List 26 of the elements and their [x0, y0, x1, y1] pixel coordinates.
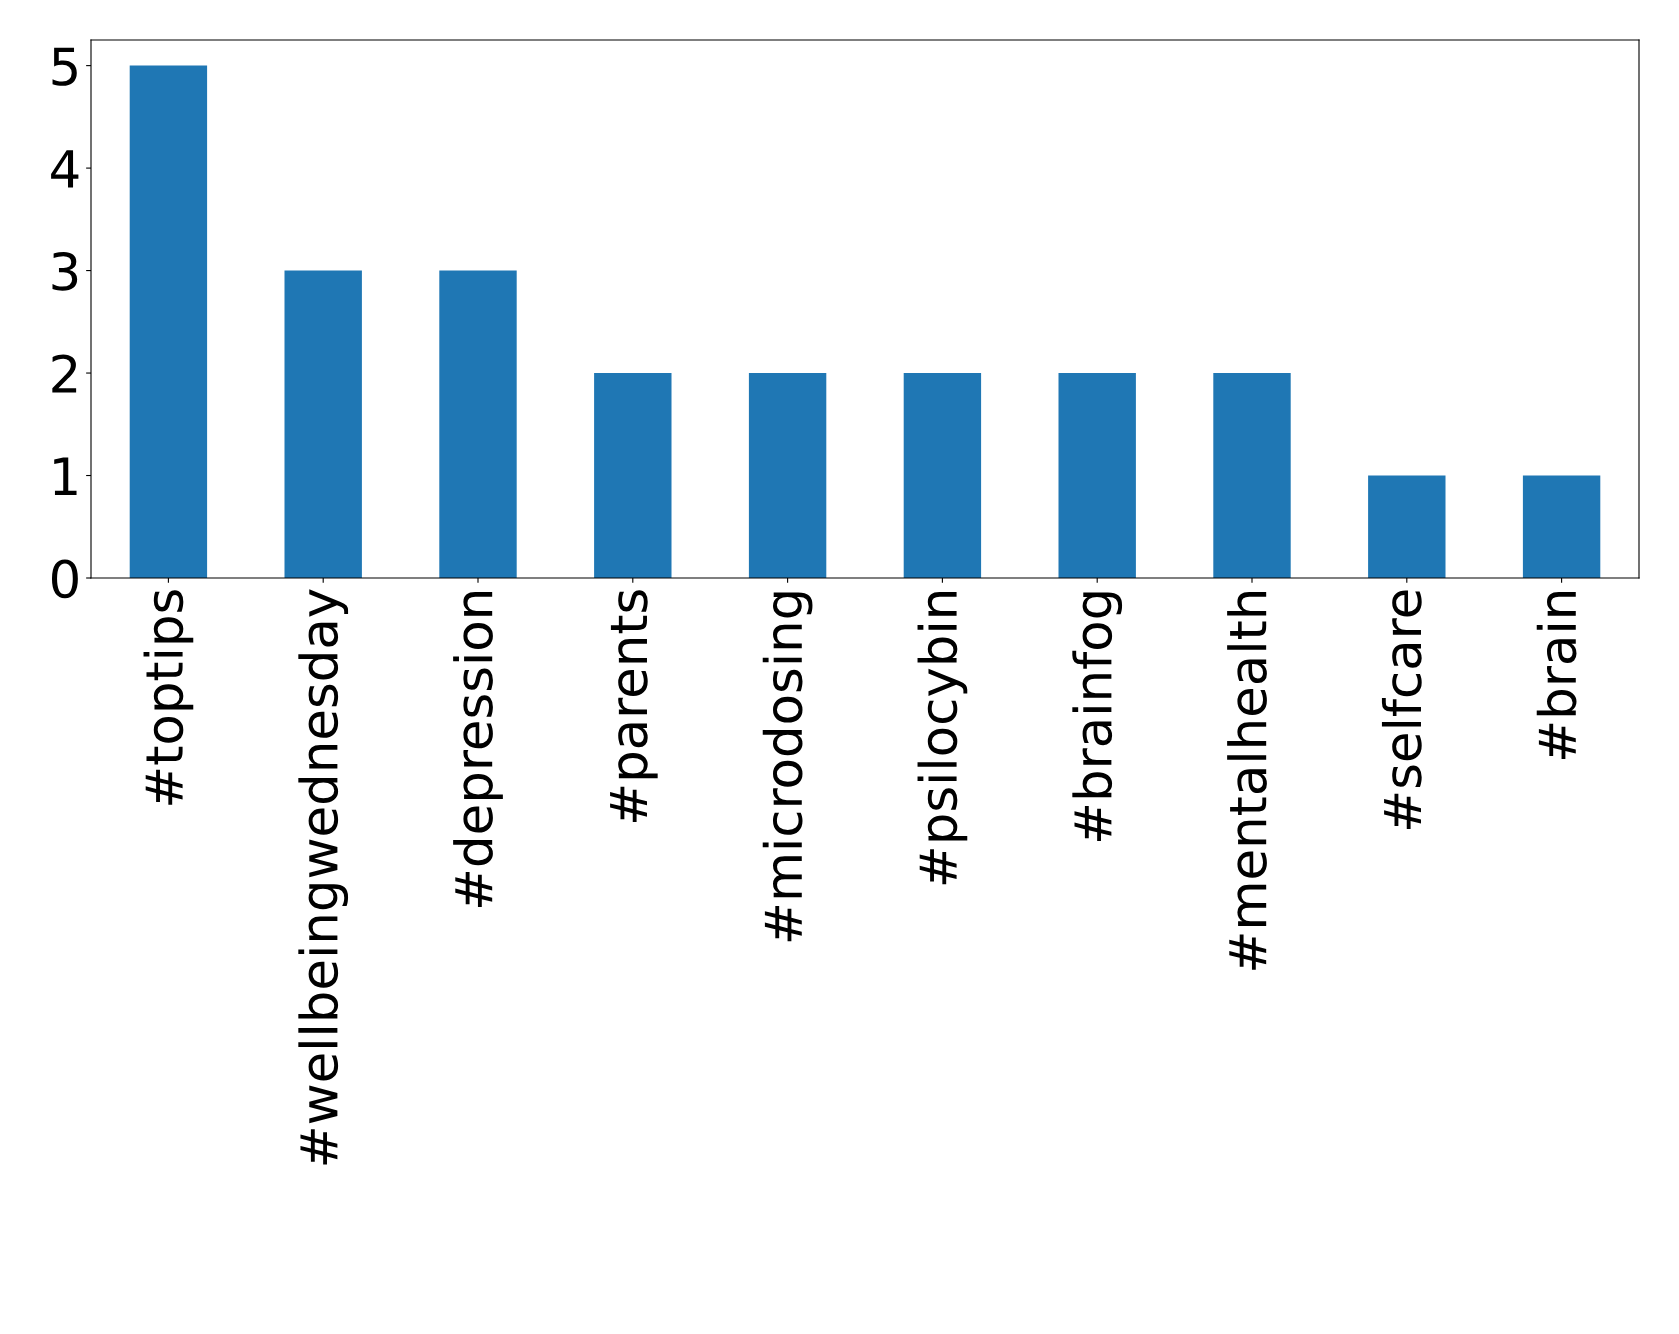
- x-tick-label: #brainfog: [1072, 592, 1123, 842]
- x-tick-label: #selfcare: [1381, 590, 1422, 829]
- bar: [594, 373, 672, 578]
- bar: [284, 270, 362, 578]
- bar: [129, 65, 208, 578]
- y-tick-label: 0: [51, 559, 78, 599]
- x-tick-label: #brain: [1536, 592, 1577, 759]
- y-tick-label: 5: [52, 47, 77, 86]
- y-tick-label: 4: [51, 150, 79, 188]
- x-tick-label: #microdosing: [762, 592, 813, 942]
- x-tick-label: #toptips: [143, 590, 194, 805]
- y-tick-label: 1: [54, 457, 77, 496]
- bar: [439, 270, 517, 578]
- bar: [1368, 475, 1446, 578]
- bar: [1522, 475, 1601, 578]
- y-tick-label: 3: [52, 251, 78, 291]
- bar: [1058, 373, 1136, 578]
- bar: [748, 373, 827, 578]
- x-tick-label: #psilocybin: [917, 592, 968, 885]
- y-tick-label: 2: [52, 354, 77, 393]
- x-tick-label: #wellbeingwednesday: [298, 589, 349, 1165]
- bar: [903, 373, 982, 578]
- x-tick-label: #mentalhealth: [1227, 592, 1267, 970]
- bar: [1213, 373, 1291, 578]
- x-tick-label: #parents: [610, 590, 658, 823]
- x-tick-label: #depression: [453, 592, 503, 908]
